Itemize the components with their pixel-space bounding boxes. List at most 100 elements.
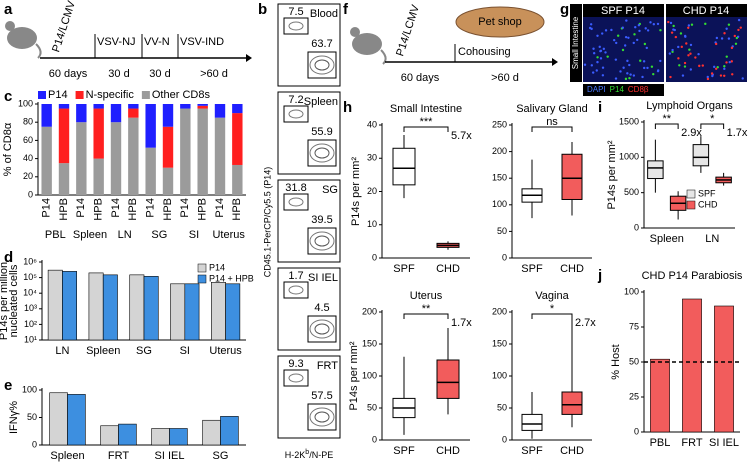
y-axis-label: IFNγ%	[8, 401, 20, 434]
x-tick-label: PBL	[650, 437, 671, 449]
legend-swatch	[141, 91, 150, 99]
column-header: CHD P14	[683, 5, 729, 17]
y-tick-label: 0	[32, 439, 37, 449]
cell-dot	[734, 42, 738, 45]
y-axis-label: P14s per mm²	[350, 157, 362, 226]
row-label-bg	[570, 4, 582, 82]
legend-label: CHD	[698, 199, 718, 209]
cell-dot	[706, 77, 710, 81]
x-tick-label: Spleen	[50, 450, 84, 462]
y-axis-label: nucleated cells	[8, 264, 20, 337]
x-tick-label: P14	[214, 198, 226, 218]
cell-dot	[723, 32, 726, 35]
cell-dot	[612, 38, 616, 42]
group-label: PBL	[45, 229, 66, 241]
cell-dot	[646, 29, 650, 32]
x-tick-label: SPF	[393, 263, 415, 275]
significance-bracket	[700, 123, 725, 129]
chart-title: Lymphoid Organs	[646, 100, 733, 112]
cell-dot	[687, 26, 690, 29]
cell-dot	[657, 69, 660, 72]
y-tick-label: 250	[492, 119, 507, 129]
gate-percent: 7.2	[288, 94, 303, 106]
contour	[314, 147, 330, 159]
cell-dot	[687, 54, 690, 57]
x-tick-label: SI IEL	[709, 437, 739, 449]
cell-dot	[632, 41, 635, 45]
contour	[314, 411, 330, 423]
y-tick-label: 10	[367, 219, 377, 229]
event-label: VSV-IND	[180, 36, 224, 48]
channel-label: P14	[610, 85, 625, 94]
cell-dot	[668, 52, 672, 55]
cell-dot	[596, 60, 599, 64]
bar	[67, 394, 86, 446]
event-label: Cohousing	[458, 46, 511, 58]
cell-dot	[599, 49, 602, 53]
bar	[650, 358, 670, 433]
interval-label: 30 d	[149, 68, 170, 80]
chart-title: Salivary Gland	[516, 103, 588, 115]
cell-dot	[669, 75, 672, 79]
y-tick-label: 20	[23, 171, 33, 181]
box	[561, 391, 583, 415]
gate-percent: 39.5	[311, 214, 332, 226]
cell-dot	[644, 27, 647, 30]
cell-dot	[659, 59, 662, 63]
cell-dot	[659, 29, 662, 32]
legend-bg	[583, 84, 664, 96]
y-tick-label: 100	[18, 98, 33, 108]
cell-dot	[710, 72, 714, 75]
row-label: Small Intestine	[571, 16, 580, 69]
cell-dot	[683, 34, 687, 38]
y-tick-label: 150	[362, 338, 377, 348]
gate-percent: 57.5	[311, 390, 332, 402]
cell-dot	[604, 29, 608, 32]
pet-shop-icon	[455, 6, 545, 38]
y-tick-label: 200	[492, 146, 507, 156]
bar-segment	[162, 104, 174, 127]
bar-segment	[128, 117, 139, 195]
gate	[283, 281, 309, 299]
header-bg	[583, 4, 664, 17]
bar	[170, 283, 186, 341]
panel-letter: b	[258, 1, 267, 18]
y-tick-label: 100	[362, 370, 377, 380]
bar-segment	[232, 104, 243, 114]
bar	[47, 269, 63, 341]
tissue-label: SI IEL	[308, 272, 338, 284]
interval-label: >60 d	[491, 72, 519, 84]
cell-dot	[621, 26, 625, 29]
gate-percent: 31.8	[285, 182, 306, 194]
event-label: VSV-NJ	[97, 36, 136, 48]
x-tick-label: HPB	[127, 198, 139, 221]
y-tick-label: 75	[629, 321, 639, 331]
tissue-label: Spleen	[304, 96, 338, 108]
cell-dot	[652, 72, 655, 76]
bar-segment	[162, 167, 174, 195]
y-axis-label: % of CD8α	[2, 122, 14, 176]
x-tick-label: HPB	[197, 198, 209, 221]
flow-x-label: H-2Kb/N-PE	[285, 449, 333, 460]
panel-letter: h	[343, 99, 352, 116]
x-tick-label: SPF	[521, 263, 543, 275]
timeline-arrow	[246, 54, 252, 62]
cell-dot	[645, 46, 648, 50]
cell-dot	[671, 50, 674, 54]
cell-dot	[730, 46, 734, 50]
contour	[309, 407, 335, 427]
tissue-label: FRT	[317, 360, 338, 372]
y-tick-label: 40	[367, 119, 377, 129]
channel-label: DAPI	[587, 85, 606, 94]
cell-dot	[697, 52, 700, 56]
legend-swatch	[75, 91, 84, 99]
cell-dot	[741, 77, 744, 80]
x-tick-label: LN	[705, 233, 719, 245]
x-tick-label: SG	[213, 450, 229, 462]
cell-dot	[599, 57, 603, 60]
y-tick-label: 100	[492, 370, 507, 380]
bar	[102, 274, 118, 341]
y-tick-label: 50	[629, 356, 639, 366]
x-tick-label: SI	[180, 345, 190, 357]
